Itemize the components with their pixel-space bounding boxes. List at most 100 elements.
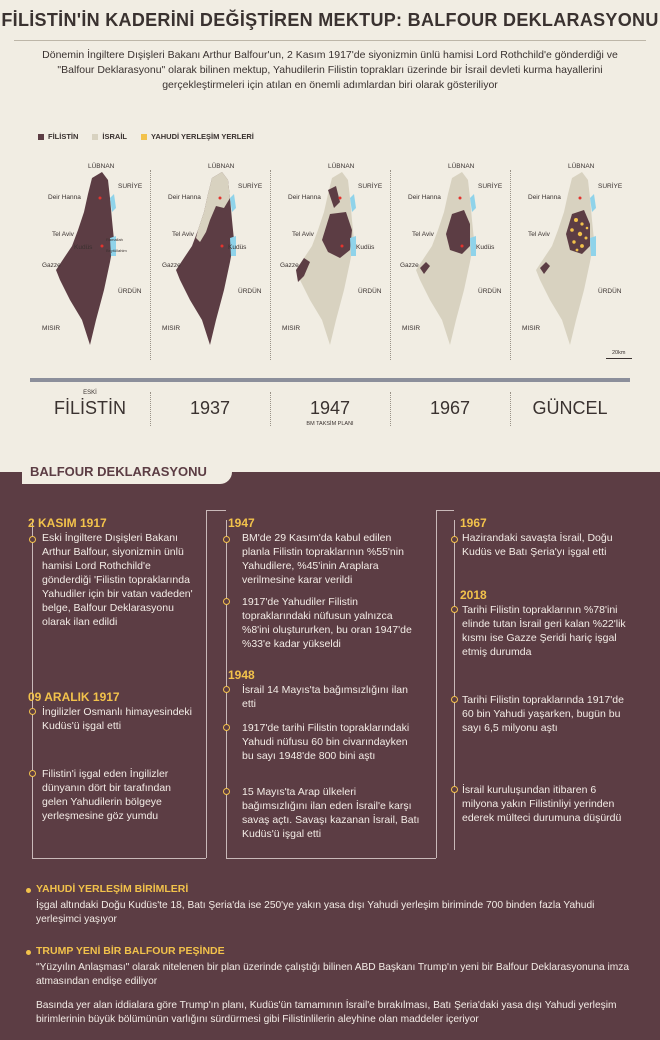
timeline-line	[206, 510, 226, 511]
entry-text: 1917'de Yahudiler Filistin topraklarında…	[242, 596, 412, 650]
timeline-dot	[29, 708, 36, 715]
timeline-entry-1948: 1948	[228, 668, 418, 682]
map-label-deir-hanna: Deir Hanna	[168, 194, 201, 201]
scale-bar	[606, 358, 632, 359]
settlements-heading: YAHUDİ YERLEŞİM BİRİMLERİ	[36, 883, 189, 895]
legend-label: İSRAİL	[102, 132, 128, 141]
entry-text: Eski İngiltere Dışişleri Bakanı Arthur B…	[42, 532, 193, 628]
map-label-tel-aviv: Tel Aviv	[528, 231, 551, 238]
legend-swatch-israel	[92, 133, 99, 140]
entry-date: 2 KASIM 1917	[28, 516, 107, 530]
intro-paragraph: Dönemin İngiltere Dışişleri Bakanı Arthu…	[42, 49, 618, 91]
timeline-line	[32, 520, 33, 858]
map-label-jerusalem: Kudüs	[356, 244, 375, 251]
period-1937: 1937	[150, 390, 270, 419]
timeline-entry-text: 1917'de Yahudiler Filistin topraklarında…	[242, 595, 422, 651]
bullet-icon	[26, 888, 31, 893]
map-label-lebanon: LÜBNAN	[328, 162, 355, 170]
legend-item-settlements: YAHUDİ YERLEŞİM YERLERİ	[141, 132, 254, 141]
timeline-section	[0, 472, 660, 1040]
period-historic: ESKİ FİLİSTİN	[30, 390, 150, 419]
bullet-icon	[26, 950, 31, 955]
map-label-tel-aviv: Tel Aviv	[412, 231, 435, 238]
timeline-dot	[223, 788, 230, 795]
period-separator	[270, 392, 271, 426]
map-label-gaza: Gazze	[400, 262, 419, 269]
period-separator	[150, 392, 151, 426]
title-divider	[14, 40, 646, 41]
map-palestine-current-icon: LÜBNAN SURİYE Deir Hanna Tel Aviv ÜRDÜN …	[522, 162, 623, 345]
period-year: FİLİSTİN	[53, 398, 126, 418]
section-title: BALFOUR DEKLARASYONU	[30, 464, 207, 479]
period-year: 1947	[309, 398, 351, 418]
settlements-text: İşgal altındaki Doğu Kudüs'te 18, Batı Ş…	[36, 900, 595, 925]
trump-heading: TRUMP YENİ BİR BALFOUR PEŞİNDE	[36, 945, 225, 957]
entry-date: 09 ARALIK 1917	[28, 690, 120, 704]
timeline-line	[206, 510, 207, 858]
map-label-jerusalem: Kudüs	[74, 244, 93, 251]
entry-date: 1947	[228, 516, 255, 530]
map-palestine-1937-icon: LÜBNAN SURİYE Deir Hanna Tel Aviv Kudüs …	[162, 162, 263, 345]
timeline-dot	[29, 536, 36, 543]
map-label-jerusalem: Kudüs	[476, 244, 495, 251]
timeline-line	[32, 858, 206, 859]
timeline-dot	[223, 724, 230, 731]
entry-text: BM'de 29 Kasım'da kabul edilen planla Fi…	[242, 532, 404, 586]
map-label-deir-hanna: Deir Hanna	[408, 194, 441, 201]
map-label-lebanon: LÜBNAN	[568, 162, 595, 170]
map-label-jordan: ÜRDÜN	[478, 287, 502, 295]
timeline-entry-text: İsrail 14 Mayıs'ta bağımsızlığını ilan e…	[242, 683, 422, 711]
period-year: GÜNCEL	[532, 398, 608, 418]
map-separator	[270, 170, 271, 360]
section-tag	[22, 460, 232, 484]
entry-text: Tarihi Filistin topraklarında 1917'de 60…	[462, 694, 624, 734]
map-legend: FİLİSTİN İSRAİL YAHUDİ YERLEŞİM YERLERİ	[38, 132, 254, 141]
map-separator	[150, 170, 151, 360]
legend-label: FİLİSTİN	[48, 132, 79, 141]
scale-label: 20km	[612, 350, 626, 356]
map-palestine-historic-icon: LÜBNAN SURİYE Deir Hanna Tel Aviv Kudüs …	[42, 162, 143, 345]
period-1967: 1967	[390, 390, 510, 419]
period-prefix: ESKİ	[83, 390, 97, 396]
timeline-line	[436, 510, 437, 858]
map-1967: LÜBNAN SURİYE Deir Hanna Tel Aviv Kudüs …	[390, 150, 508, 370]
entry-text: Filistin'i işgal eden İngilizler dünyanı…	[42, 768, 172, 822]
timeline-dot	[451, 786, 458, 793]
timeline-line	[436, 510, 454, 511]
map-label-lebanon: LÜBNAN	[448, 162, 475, 170]
maps-row: LÜBNAN SURİYE Deir Hanna Tel Aviv Kudüs …	[0, 150, 660, 380]
timeline-dot	[223, 686, 230, 693]
period-prefix	[150, 390, 270, 398]
entry-date: 2018	[460, 588, 487, 602]
timeline-entry-text: Filistin'i işgal eden İngilizler dünyanı…	[42, 767, 198, 823]
entry-text: 1917'de tarihi Filistin topraklarındaki …	[242, 722, 410, 762]
period-year: 1937	[189, 398, 231, 418]
map-label-egypt: MISIR	[162, 325, 180, 332]
map-label-jordan: ÜRDÜN	[238, 287, 262, 295]
map-palestine-1967-icon: LÜBNAN SURİYE Deir Hanna Tel Aviv Kudüs …	[400, 162, 503, 345]
map-label-tel-aviv: Tel Aviv	[172, 231, 195, 238]
map-historic: LÜBNAN SURİYE Deir Hanna Tel Aviv Kudüs …	[30, 150, 148, 370]
map-label-jerusalem: Kudüs	[228, 244, 247, 251]
trump-text-1: "Yüzyılın Anlaşması" olarak nitelenen bi…	[36, 962, 629, 987]
timeline-dot	[451, 606, 458, 613]
timeline-entry-text: Eski İngiltere Dışişleri Bakanı Arthur B…	[42, 531, 198, 629]
entry-date: 1967	[460, 516, 487, 530]
period-year: 1967	[429, 398, 471, 418]
timeline-entry-text: Tarihi Filistin topraklarında 1917'de 60…	[462, 693, 632, 735]
timeline-entry-text: Hazirandaki savaşta İsrail, Doğu Kudüs v…	[462, 531, 632, 559]
timeline-entry-2018: 2018	[460, 588, 640, 602]
entry-text: İngilizler Osmanlı himayesindeki Kudüs'ü…	[42, 706, 192, 732]
timeline-entry-text: 1917'de tarihi Filistin topraklarındaki …	[242, 721, 422, 763]
map-label-syria: SURİYE	[238, 181, 263, 190]
legend-swatch-settlements	[141, 133, 148, 140]
map-label-egypt: MISIR	[522, 325, 540, 332]
period-1947: 1947 BM TAKSİM PLANI	[270, 390, 390, 427]
map-current: LÜBNAN SURİYE Deir Hanna Tel Aviv ÜRDÜN …	[510, 150, 628, 370]
entry-text: İsrail 14 Mayıs'ta bağımsızlığını ilan e…	[242, 684, 408, 710]
timeline-entry-1947: 1947	[228, 516, 418, 530]
map-1947: LÜBNAN SURİYE Deir Hanna Tel Aviv Kudüs …	[270, 150, 388, 370]
entry-text: Hazirandaki savaşta İsrail, Doğu Kudüs v…	[462, 532, 613, 558]
map-label-lebanon: LÜBNAN	[208, 162, 235, 170]
page-title: FİLİSTİN'İN KADERİNİ DEĞİŞTİREN MEKTUP: …	[1, 10, 659, 30]
